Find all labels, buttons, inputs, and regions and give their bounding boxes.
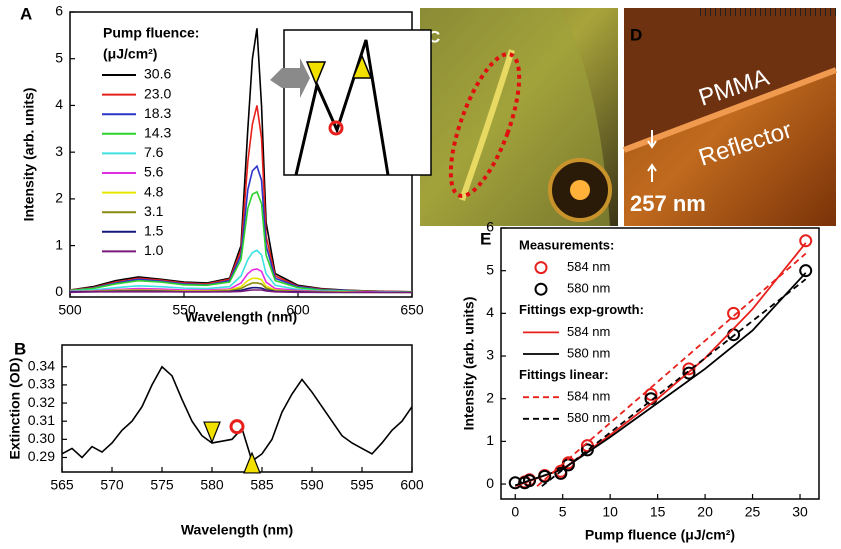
legend-label: 23.0: [144, 85, 171, 101]
y-tick-label: 2: [55, 190, 63, 206]
x-tick-label: 590: [300, 477, 324, 493]
x-axis-label: Wavelength (nm): [185, 309, 297, 325]
legend-swatch: [534, 282, 548, 296]
data-point: [554, 466, 568, 480]
x-tick-label: 550: [172, 302, 196, 318]
legend-label: 580 nm: [567, 410, 610, 425]
x-tick-label: 650: [400, 302, 424, 318]
panel-label: E: [480, 229, 491, 248]
series-line: [69, 164, 412, 293]
x-tick-label: 5: [559, 504, 567, 520]
y-axis-label: Intensity (arb. units): [21, 88, 37, 222]
y-tick-label: 6: [55, 3, 63, 19]
x-tick-label: 10: [602, 504, 618, 520]
plot-frame: [500, 227, 820, 500]
marker: [229, 419, 245, 435]
y-tick-label: 0: [486, 475, 494, 491]
y-tick-label: 1: [486, 432, 494, 448]
legend-swatch: [534, 261, 548, 275]
y-tick-label: 0.30: [28, 430, 55, 446]
x-tick-label: 20: [697, 504, 713, 520]
data-point: [682, 362, 696, 376]
y-tick-label: 0.29: [28, 448, 55, 464]
image-label: 257 nm: [630, 191, 706, 216]
plot-frame: [61, 344, 413, 473]
y-axis-label: Intensity (arb. units): [461, 297, 477, 431]
legend-label: 584 nm: [567, 324, 610, 339]
legend-label: 584 nm: [567, 259, 610, 274]
data-point: [799, 264, 813, 278]
x-tick-label: 575: [150, 477, 174, 493]
y-tick-label: 0.32: [28, 394, 55, 410]
data-point: [727, 306, 741, 320]
x-axis-label: Wavelength (nm): [181, 522, 293, 538]
marker: [243, 451, 261, 474]
legend-title: Measurements:: [519, 237, 614, 252]
x-tick-label: 25: [745, 504, 761, 520]
y-axis-label: Extinction (OD): [7, 358, 23, 460]
x-tick-label: 580: [200, 477, 224, 493]
y-tick-label: 3: [55, 143, 63, 159]
y-tick-label: 1: [55, 236, 63, 252]
series-line: [61, 365, 413, 463]
data-point: [799, 234, 813, 248]
photo-d: D PMMA Reflector 257 nm: [622, 8, 838, 226]
fit-line: [514, 242, 807, 488]
x-tick-label: 570: [100, 477, 124, 493]
panel-label: D: [630, 25, 642, 44]
x-tick-label: 600: [286, 302, 310, 318]
y-tick-label: 5: [55, 49, 63, 65]
photo-c: C: [420, 8, 618, 226]
legend-label: 5.6: [144, 164, 164, 180]
y-tick-label: 0.34: [28, 357, 55, 373]
y-tick-label: 0.33: [28, 376, 55, 392]
y-tick-label: 3: [486, 347, 494, 363]
y-tick-label: 6: [486, 219, 494, 235]
x-tick-label: 565: [50, 477, 74, 493]
legend-label: 3.1: [144, 203, 164, 219]
fit-line: [514, 272, 807, 487]
y-tick-label: 2: [486, 389, 494, 405]
x-tick-label: 30: [792, 504, 808, 520]
panel-label: A: [20, 4, 32, 23]
y-tick-label: 5: [486, 261, 494, 277]
legend-label: 7.6: [144, 144, 164, 160]
fit-line: [541, 278, 807, 487]
x-tick-label: 600: [400, 477, 424, 493]
marker: [203, 421, 221, 444]
legend-label: 580 nm: [567, 345, 610, 360]
legend-title: (μJ/cm²): [103, 46, 157, 62]
y-tick-label: 4: [55, 96, 63, 112]
legend-label: 1.5: [144, 223, 164, 239]
x-tick-label: 0: [511, 504, 519, 520]
x-tick-label: 15: [650, 504, 666, 520]
data-point: [580, 443, 594, 457]
legend-label: 580 nm: [567, 281, 610, 296]
y-tick-label: 4: [486, 304, 494, 320]
x-tick-label: 585: [250, 477, 274, 493]
x-tick-label: 500: [58, 302, 82, 318]
x-tick-label: 595: [350, 477, 374, 493]
legend-title: Fittings exp-growth:: [519, 302, 644, 317]
panel-label: B: [14, 339, 26, 358]
legend-label: 30.6: [144, 66, 171, 82]
legend-title: Pump fluence:: [103, 25, 199, 41]
inset: [270, 29, 432, 176]
y-tick-label: 0: [55, 283, 63, 299]
y-tick-label: 0.31: [28, 412, 55, 428]
legend-label: 1.0: [144, 242, 164, 258]
legend-label: 584 nm: [567, 389, 610, 404]
x-axis-label: Pump fluence (μJ/cm²): [585, 527, 735, 543]
legend-label: 14.3: [144, 125, 171, 141]
legend-label: 18.3: [144, 105, 171, 121]
data-point: [682, 366, 696, 380]
legend-title: Fittings linear:: [519, 367, 609, 382]
series-line: [69, 289, 412, 294]
legend-label: 4.8: [144, 183, 164, 199]
data-point: [522, 474, 536, 488]
data-point: [644, 387, 658, 401]
